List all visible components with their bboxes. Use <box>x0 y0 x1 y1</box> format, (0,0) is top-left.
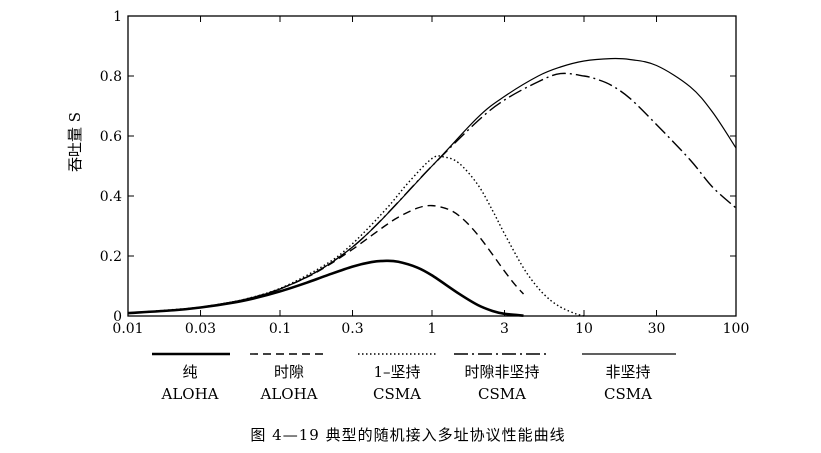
legend-label-line1: 1–坚持 <box>373 363 420 381</box>
legend-label-line2: ALOHA <box>160 385 218 403</box>
legend-label-line2: CSMA <box>604 385 652 403</box>
legend-label-line1: 时隙 <box>274 363 304 381</box>
series-line-2 <box>127 155 585 317</box>
legend-label-line1: 非坚持 <box>605 363 650 381</box>
x-tick-label: 0.1 <box>269 321 291 337</box>
x-tick-label: 0.01 <box>112 321 143 337</box>
x-tick-label: 0.3 <box>341 321 363 337</box>
legend-label-line2: CSMA <box>478 385 526 403</box>
tick-labels: 0.01 0.03 0.1 0.3 1 3 10 30 100 0 0.2 0.4 0.6 0.8 1 <box>100 9 750 337</box>
y-tick-label: 0.8 <box>100 69 122 85</box>
x-tick-label: 100 <box>723 321 750 337</box>
series-line-3 <box>127 72 737 314</box>
x-tick-label: 3 <box>500 321 509 337</box>
legend-label-line2: CSMA <box>373 385 421 403</box>
y-tick-label: 0 <box>113 309 122 325</box>
legend-label-line1: 时隙非坚持 <box>464 363 539 381</box>
legend-label-line1: 纯 <box>182 363 197 381</box>
x-tick-label: 1 <box>428 321 437 337</box>
legend: 纯 ALOHA 时隙 ALOHA 1–坚持 CSMA 时隙非坚持 CSMA 非坚持 CSMA <box>152 352 676 403</box>
series-line-4 <box>127 57 737 314</box>
y-tick-label: 1 <box>113 9 122 25</box>
y-tick-label: 0.2 <box>100 249 122 265</box>
series-line-0 <box>127 259 524 317</box>
y-tick-label: 0.6 <box>100 129 122 145</box>
legend-label-line2: ALOHA <box>259 385 317 403</box>
series-line-1 <box>127 204 525 314</box>
x-tick-label: 30 <box>648 321 666 337</box>
y-tick-label: 0.4 <box>100 189 122 205</box>
x-tick-label: 10 <box>575 321 593 337</box>
y-axis-label: 吞吐量 S <box>66 112 84 172</box>
series-layer <box>127 57 737 317</box>
axis-ticks <box>127 15 737 317</box>
x-tick-label: 0.03 <box>185 321 216 337</box>
figure-caption: 图 4—19 典型的随机接入多址协议性能曲线 <box>250 426 565 444</box>
